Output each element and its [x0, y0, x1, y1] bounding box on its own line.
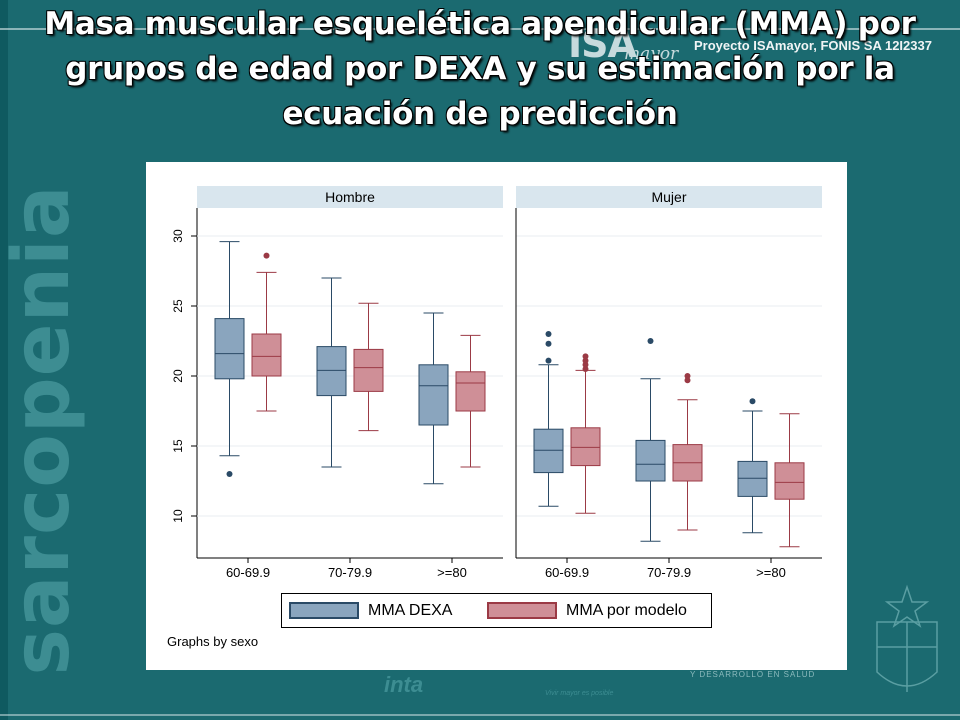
- box-dexa-outlier: [545, 331, 552, 337]
- box-model-outlier: [684, 377, 691, 384]
- box-dexa-outlier: [545, 340, 552, 347]
- box-model: [455, 371, 486, 412]
- project-text: Proyecto ISAmayor, FONIS SA 12I2337: [694, 38, 932, 53]
- bottom-divider: [0, 714, 960, 716]
- panel-title: Mujer: [651, 189, 686, 205]
- x-tick-label: >=80: [756, 565, 786, 580]
- box-dexa: [316, 346, 347, 397]
- slide-title: Masa muscular esquelética apendicular (M…: [44, 6, 916, 132]
- graphs-by-note: Graphs by sexo: [167, 634, 259, 649]
- isamayor-logo: ISA mayor: [568, 22, 693, 72]
- university-crest-icon: [876, 584, 938, 692]
- box-model: [774, 462, 805, 500]
- x-tick-label: 70-79.9: [647, 565, 691, 580]
- box-model: [570, 427, 601, 467]
- box-model: [251, 333, 282, 377]
- legend-swatch-dexa: [289, 602, 359, 619]
- box-dexa-outlier: [226, 471, 233, 477]
- box-model-outlier: [582, 366, 589, 372]
- box-dexa: [533, 428, 564, 474]
- legend-label-model: MMA por modelo: [566, 602, 687, 619]
- top-divider: [0, 28, 960, 30]
- y-tick-label: 30: [171, 229, 185, 243]
- box-dexa: [737, 460, 768, 497]
- y-tick-label: 10: [171, 509, 185, 523]
- inta-logo: inta: [384, 672, 424, 697]
- panel-title: Hombre: [325, 189, 375, 205]
- y-tick-label: 15: [171, 439, 185, 453]
- x-tick-label: 70-79.9: [328, 565, 372, 580]
- box-dexa: [214, 318, 245, 380]
- x-tick-label: 60-69.9: [226, 565, 270, 580]
- box-dexa-outlier: [749, 398, 756, 405]
- box-model: [353, 348, 384, 392]
- legend-label-dexa: MMA DEXA: [368, 602, 453, 619]
- box-dexa-outlier: [647, 338, 654, 344]
- box-dexa-outlier: [545, 357, 552, 364]
- box-model-outlier: [582, 357, 589, 364]
- boxplot-chart: 10 15 20 25 30 Hombre 60-69.9 70-79.9 >=80 Mujer 6…: [171, 186, 822, 580]
- box-model-outlier: [582, 353, 589, 360]
- x-tick-label: >=80: [437, 565, 467, 580]
- logo-text-small: mayor: [624, 44, 679, 64]
- box-model-outlier: [684, 373, 691, 379]
- logo-text-big: ISA: [568, 22, 637, 66]
- footer-text: Y DESARROLLO EN SALUD: [690, 670, 816, 679]
- legend-swatch-model: [487, 602, 557, 619]
- box-model-outlier: [582, 361, 589, 368]
- footer-slogan: Vivir mayor es posible: [545, 690, 614, 697]
- chart-legend: MMA DEXA MMA por modelo: [281, 593, 712, 628]
- y-tick-label: 20: [171, 369, 185, 383]
- sarcopenia-watermark: sarcopenia: [0, 184, 87, 676]
- box-dexa: [635, 439, 666, 482]
- panel-header: [197, 186, 503, 208]
- box-model-outlier: [263, 252, 270, 259]
- chart-panel: 10 15 20 25 30 Hombre 60-69.9 70-79.9 >=80 Mujer 6…: [146, 162, 847, 670]
- box-dexa: [418, 364, 449, 426]
- y-tick-label: 25: [171, 299, 185, 313]
- x-tick-label: 60-69.9: [545, 565, 589, 580]
- panel-header: [516, 186, 822, 208]
